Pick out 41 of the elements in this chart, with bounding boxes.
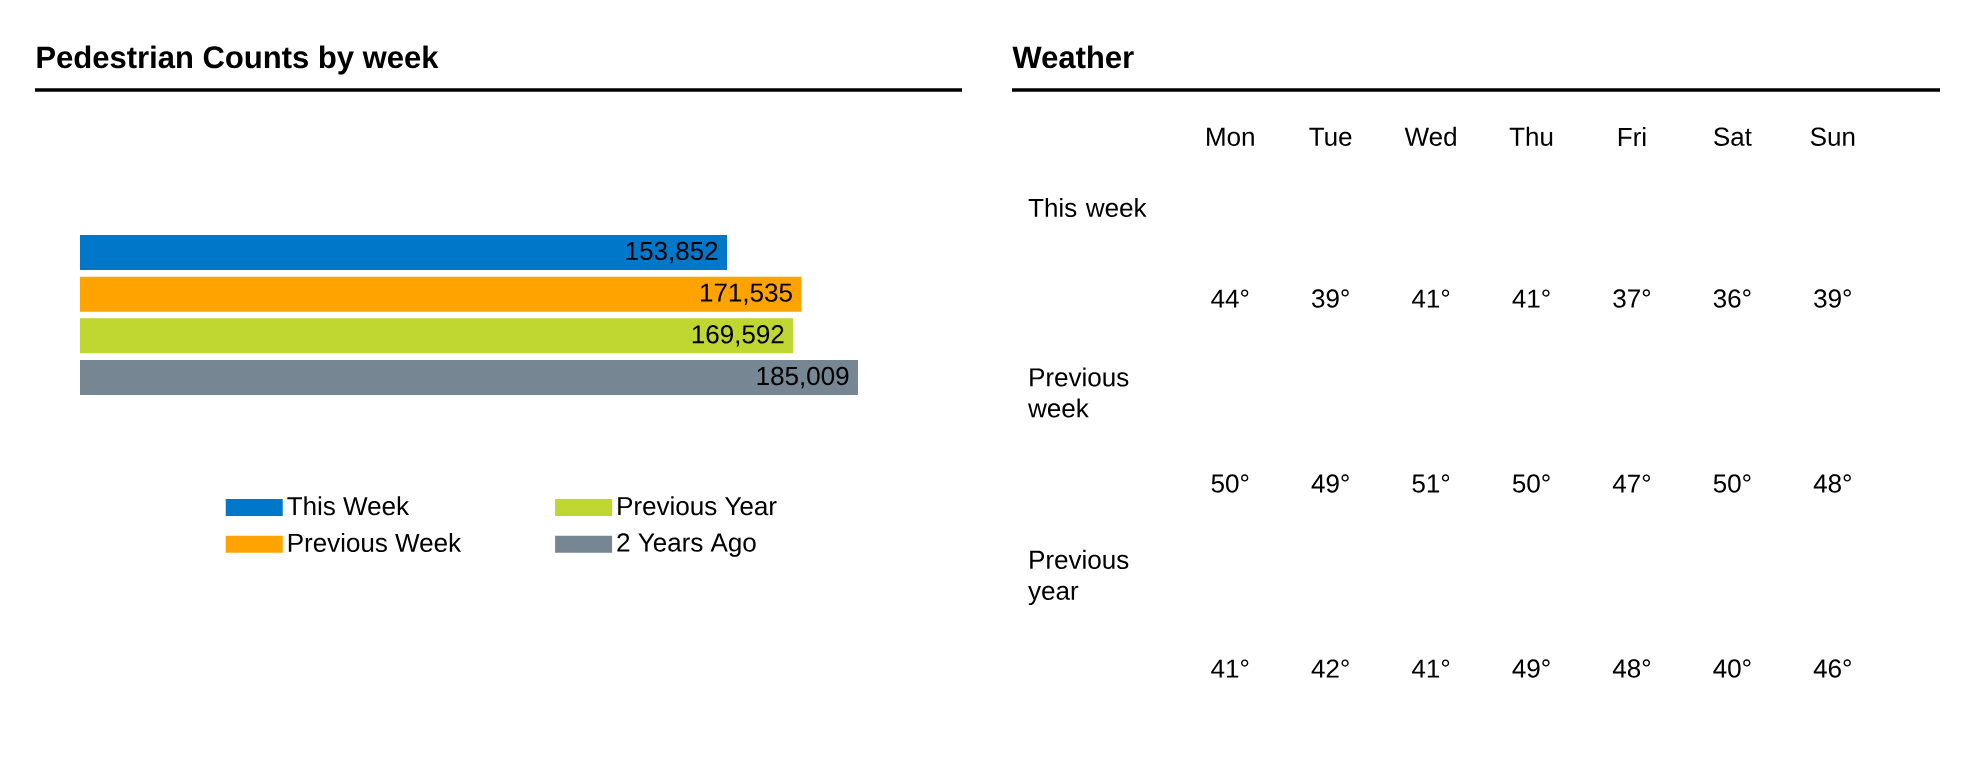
text: 41° <box>1211 659 1249 678</box>
text: 37° <box>1613 289 1651 308</box>
legend-label: 2 Years Ago <box>617 533 756 557</box>
text: Weather <box>1012 45 1134 69</box>
data-label: 153,852 <box>626 241 718 264</box>
data-label: 171,535 <box>700 283 792 305</box>
text: 36° <box>1713 289 1751 308</box>
category-label: Previous week <box>1028 367 1129 418</box>
legend-label: Previous Year <box>618 496 777 516</box>
legend-label: This Week <box>287 496 410 516</box>
data-label: 169,592 <box>692 325 784 347</box>
category-label: Tue <box>1309 127 1352 146</box>
text: 50° <box>1713 474 1751 493</box>
text: 39° <box>1312 289 1349 308</box>
legend-label: Previous Week <box>288 532 462 553</box>
category-label: Thu <box>1509 126 1553 146</box>
text: 40° <box>1713 659 1751 678</box>
chart-title: Pedestrian Counts by week <box>37 45 439 75</box>
text: 41° <box>1412 659 1450 678</box>
category-label: Sun <box>1810 127 1855 146</box>
category-label: Fri <box>1618 127 1646 146</box>
category-label: This week <box>1028 197 1147 218</box>
text: 51° <box>1412 474 1450 493</box>
category-label: Wed <box>1404 126 1456 146</box>
data-label: 185,009 <box>757 366 849 389</box>
text: 44° <box>1211 289 1249 308</box>
text: 39° <box>1814 289 1851 308</box>
category-label: Sat <box>1714 127 1752 146</box>
text: 41° <box>1512 289 1550 308</box>
text: 41° <box>1412 289 1450 308</box>
text: 50° <box>1211 474 1249 493</box>
text: 47° <box>1612 474 1651 493</box>
text: 46° <box>1813 659 1851 678</box>
text: 48° <box>1813 474 1851 493</box>
category-label: Previous year <box>1028 549 1129 606</box>
text: 48° <box>1612 659 1651 678</box>
text: 49° <box>1512 659 1550 678</box>
category-label: Mon <box>1207 127 1254 146</box>
text: 50° <box>1512 474 1550 493</box>
text: 42° <box>1311 659 1349 678</box>
text: 49° <box>1311 474 1349 493</box>
